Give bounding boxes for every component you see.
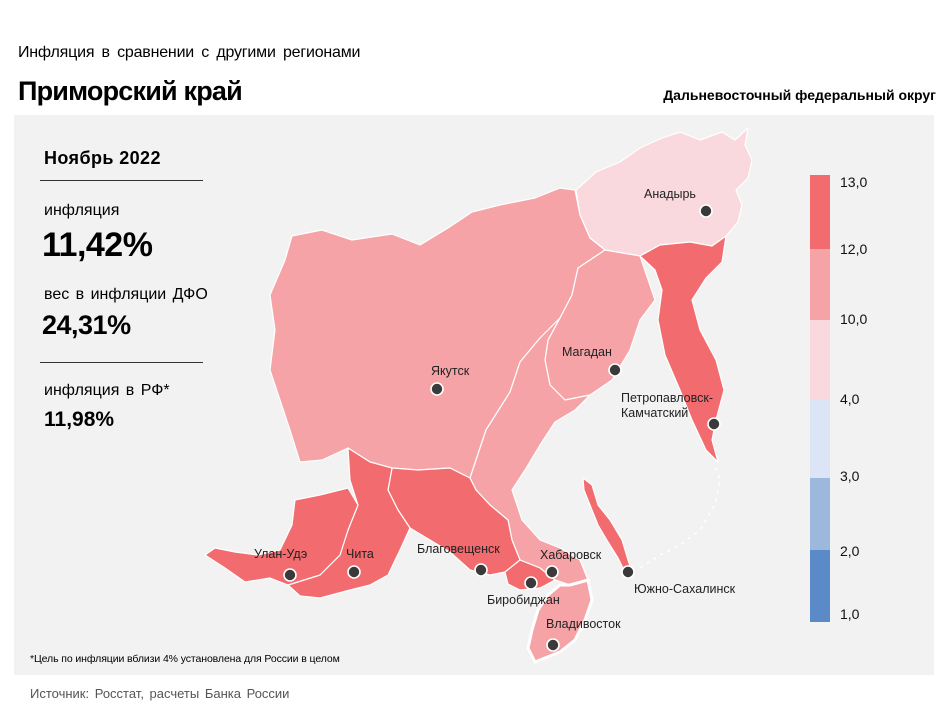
scale-band-1-2 (810, 550, 830, 622)
region-kamchatka (639, 235, 727, 463)
city-dot-yakutsk (430, 382, 444, 396)
scale-tick: 1,0 (840, 606, 860, 622)
scale-band-2-3 (810, 478, 830, 550)
city-dot-khabarovsk (545, 565, 559, 579)
city-label-yuzhno-sakhalinsk: Южно-Сахалинск (634, 582, 736, 596)
city-label-petropavlovsk-1: Петропавловск- (621, 391, 713, 405)
city-dot-birobidzhan (524, 576, 538, 590)
city-dot-blagoveshchensk (474, 563, 488, 577)
inflation-value: 11,42% (42, 226, 153, 264)
city-label-anadyr: Анадырь (644, 187, 696, 201)
rf-inflation-label: инфляция в РФ* (44, 382, 170, 399)
weight-label: вес в инфляции ДФО (44, 286, 208, 303)
scale-band-12-13 (810, 175, 830, 249)
region-buryatia (204, 487, 359, 586)
city-dot-vladivostok (546, 638, 560, 652)
city-label-chita: Чита (346, 547, 374, 561)
color-scale-legend: 13,0 12,0 10,0 4,0 3,0 2,0 1,0 (810, 174, 867, 622)
city-label-khabarovsk: Хабаровск (540, 548, 602, 562)
period-label: Ноябрь 2022 (44, 148, 161, 168)
page-title: Приморский край (18, 76, 243, 106)
divider-top (40, 180, 203, 181)
city-dot-magadan (608, 363, 622, 377)
city-dot-anadyr (699, 204, 713, 218)
district-label: Дальневосточный федеральный округ (663, 87, 936, 103)
city-dot-ulan-ude (283, 568, 297, 582)
city-label-petropavlovsk-2: Камчатский (621, 406, 688, 420)
inflation-label: инфляция (44, 202, 120, 219)
divider-bottom (40, 362, 203, 363)
rf-inflation-value: 11,98% (44, 408, 115, 431)
region-jewish-ao (504, 559, 556, 591)
city-label-birobidzhan: Биробиджан (487, 593, 560, 607)
scale-band-10-12 (810, 249, 830, 320)
primorsky-outline (526, 578, 594, 664)
city-dot-chita (347, 565, 361, 579)
city-label-vladivostok: Владивосток (546, 617, 621, 631)
city-dot-petropavlovsk (707, 417, 721, 431)
weight-value: 24,31% (42, 310, 131, 340)
city-label-blagoveshchensk: Благовещенск (417, 542, 500, 556)
scale-band-4-10 (810, 320, 830, 400)
scale-tick: 13,0 (840, 174, 867, 190)
scale-tick: 3,0 (840, 468, 860, 484)
city-label-magadan: Магадан (562, 345, 612, 359)
scale-tick: 2,0 (840, 543, 860, 559)
scale-tick: 4,0 (840, 391, 860, 407)
scale-tick: 12,0 (840, 241, 867, 257)
footnote: *Цель по инфляции вблизи 4% установлена … (30, 653, 340, 665)
scale-band-3-4 (810, 400, 830, 478)
city-label-yakutsk: Якутск (431, 364, 470, 378)
city-label-ulan-ude: Улан-Удэ (254, 547, 307, 561)
source-note: Источник: Росстат, расчеты Банка России (30, 686, 290, 701)
subtitle: Инфляция в сравнении с другими регионами (18, 44, 361, 61)
city-dot-yuzhno-sakhalinsk (621, 565, 635, 579)
kuril-islands (639, 467, 721, 569)
scale-tick: 10,0 (840, 311, 867, 327)
